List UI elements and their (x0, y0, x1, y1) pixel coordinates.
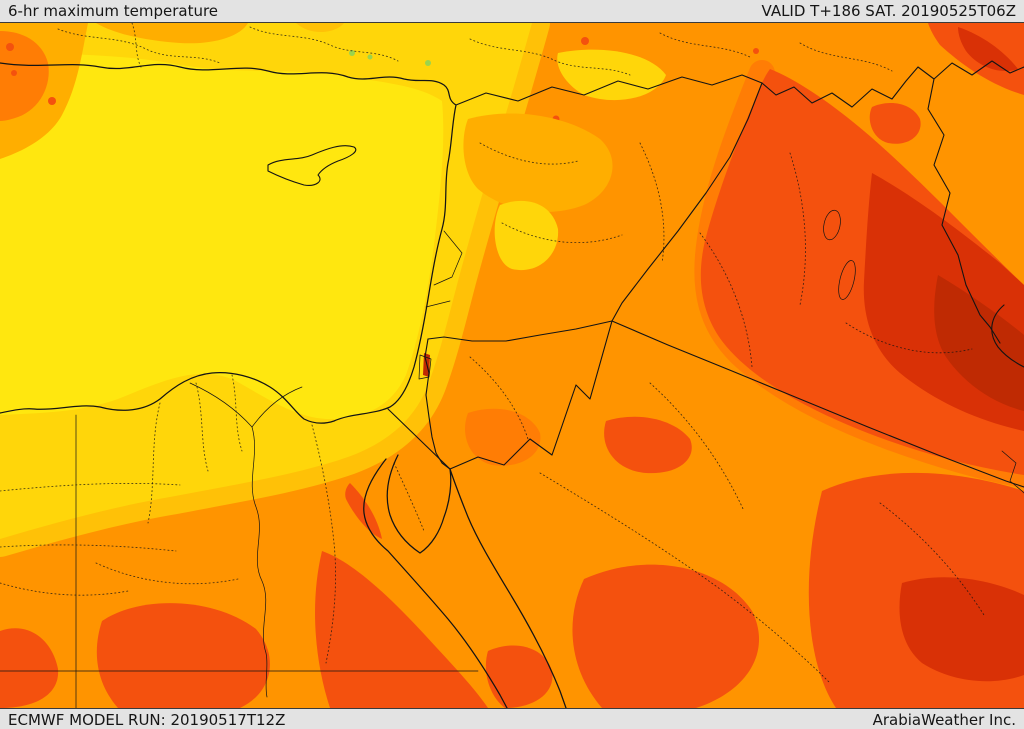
temperature-field (0, 23, 1024, 708)
country-borders (0, 60, 1024, 708)
admin-dotted (699, 232, 753, 368)
admin-dotted (479, 142, 579, 165)
admin-dotted (469, 356, 529, 440)
border-turkey-south (455, 60, 1024, 108)
contour-red-saudi-central (572, 564, 760, 708)
border-lebanon (433, 230, 463, 286)
contour-darkerred-iraq-spot (934, 275, 1024, 411)
admin-dotted (659, 32, 751, 58)
coastlines (0, 62, 1024, 708)
map-area (0, 22, 1024, 709)
border-jordan-syria (427, 320, 613, 342)
contour-deeporange-turkey-nw (0, 31, 49, 121)
contour-red-south-egypt (96, 603, 270, 708)
lake-razzazah (838, 260, 856, 300)
hot-speck (581, 37, 589, 45)
contour-red-saudi-small (485, 645, 553, 708)
cool-speck (349, 50, 355, 56)
admin-dotted (131, 23, 143, 70)
footer-bar: ECMWF MODEL RUN: 20190517T12Z ArabiaWeat… (0, 709, 1024, 729)
admin-dotted (539, 472, 831, 684)
contour-red-jordan-saudi (604, 416, 692, 474)
contour-orange-turkey-top-strip (96, 23, 248, 44)
admin-dotted (311, 424, 336, 664)
contour-amber-turkey-top (296, 23, 344, 33)
contour-orange-syria (463, 113, 613, 212)
admin-dotted (393, 462, 425, 532)
hot-speck (6, 43, 14, 51)
nile-delta-east-branch (251, 386, 303, 428)
hot-speck (753, 48, 759, 54)
admin-dotted (789, 152, 806, 306)
admin-dotted (799, 42, 893, 72)
border-kuwait (1001, 450, 1024, 494)
cool-speck (425, 60, 431, 66)
admin-boundaries-dotted (0, 23, 985, 684)
admin-dotted (639, 142, 665, 264)
provider-label: ArabiaWeather Inc. (872, 711, 1016, 729)
border-west-bank (418, 354, 432, 380)
border-iraq-saudi (611, 320, 1024, 488)
cyprus-outline (267, 145, 357, 186)
valid-time-label: VALID T+186 SAT. 20190525T06Z (761, 2, 1016, 20)
nile-delta-west-branch (189, 382, 253, 428)
admin-dotted (147, 402, 161, 524)
lake-tharthar (823, 209, 841, 241)
contour-darkred-topright-spot (958, 27, 1018, 71)
border-iran-iraq (927, 78, 1001, 344)
admin-dotted (0, 482, 181, 492)
border-jordan-saudi (449, 320, 613, 470)
nile-river (251, 426, 268, 698)
admin-dotted (195, 382, 209, 472)
admin-dotted (649, 382, 745, 512)
contour-red-blob-ne (869, 103, 921, 144)
map-product-title: 6-hr maximum temperature (8, 2, 219, 20)
hot-speck (11, 70, 17, 76)
model-run-label: ECMWF MODEL RUN: 20190517T12Z (8, 711, 286, 729)
coastline-persian-gulf (991, 304, 1024, 368)
header-bar: 6-hr maximum temperature VALID T+186 SAT… (0, 0, 1024, 22)
rivers (189, 382, 303, 698)
coastline-sinai-aqaba-saudi (386, 454, 567, 708)
hot-speck (48, 97, 56, 105)
contour-yellow-pocket-aleppo (557, 49, 666, 101)
border-israel-lebanon (425, 300, 451, 308)
contour-bright-yellow-mediterranean (0, 51, 444, 420)
temperature-map (0, 23, 1024, 708)
contour-red-redsea-coast (315, 551, 488, 708)
admin-dotted (0, 544, 177, 552)
coastline-mediterranean (0, 62, 457, 424)
coastline-redsea-west (363, 458, 508, 708)
cool-speck (367, 54, 373, 60)
admin-dotted (469, 38, 631, 76)
contour-yellow-syria-pocket (494, 200, 559, 271)
admin-dotted (95, 562, 239, 585)
admin-dotted (845, 322, 973, 354)
contour-red-sw-corner (0, 628, 59, 708)
admin-dotted (879, 502, 985, 616)
border-israel-egypt (387, 408, 451, 470)
admin-dotted (0, 582, 129, 596)
border-syria-iraq (611, 82, 763, 322)
contour-darkred-saudi-se (899, 577, 1024, 682)
